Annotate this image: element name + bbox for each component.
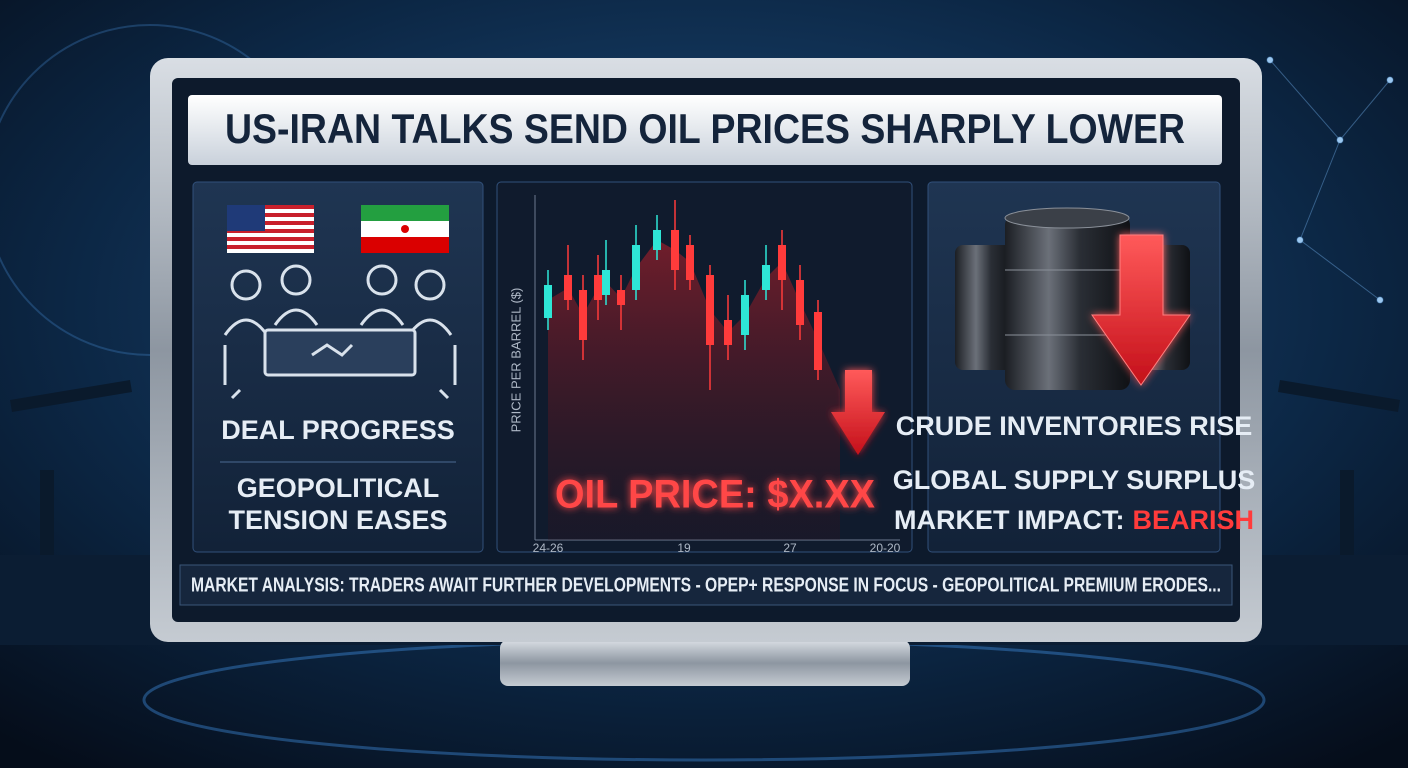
down-arrow <box>831 370 885 455</box>
down-arrow <box>1091 234 1191 386</box>
x-label: 19 <box>677 541 691 555</box>
monitor-stand <box>500 640 910 686</box>
ticker-bar <box>179 564 1233 606</box>
candles <box>544 200 822 390</box>
headline: US-IRAN TALKS SEND OIL PRICES SHARPLY LO… <box>225 105 1185 152</box>
iran-flag <box>361 205 449 253</box>
price-label: OIL PRICE: $X.XX <box>555 473 875 517</box>
x-label: 20-20 <box>870 541 901 555</box>
tension-note: TENSION EASES <box>228 505 447 535</box>
headline-bar <box>188 95 1222 165</box>
supply-note: GLOBAL SUPPLY SURPLUS <box>893 465 1256 495</box>
ticker: MARKET ANALYSIS: TRADERS AWAIT FURTHER D… <box>191 574 1221 596</box>
us-flag <box>227 205 314 253</box>
x-label: 24-26 <box>533 541 564 555</box>
negotiation-icon <box>223 264 457 400</box>
deal-status: DEAL PROGRESS <box>221 415 455 445</box>
inventory-note: CRUDE INVENTORIES RISE <box>896 411 1253 441</box>
market-impact: MARKET IMPACT: BEARISH <box>894 505 1254 535</box>
network <box>1266 56 1394 304</box>
impact-label: MARKET IMPACT: <box>894 505 1124 535</box>
x-label: 27 <box>783 541 797 555</box>
impact-value: BEARISH <box>1132 505 1254 535</box>
y-axis-label: PRICE PER BARREL ($) <box>508 288 523 433</box>
tension-note: GEOPOLITICAL <box>237 473 440 503</box>
